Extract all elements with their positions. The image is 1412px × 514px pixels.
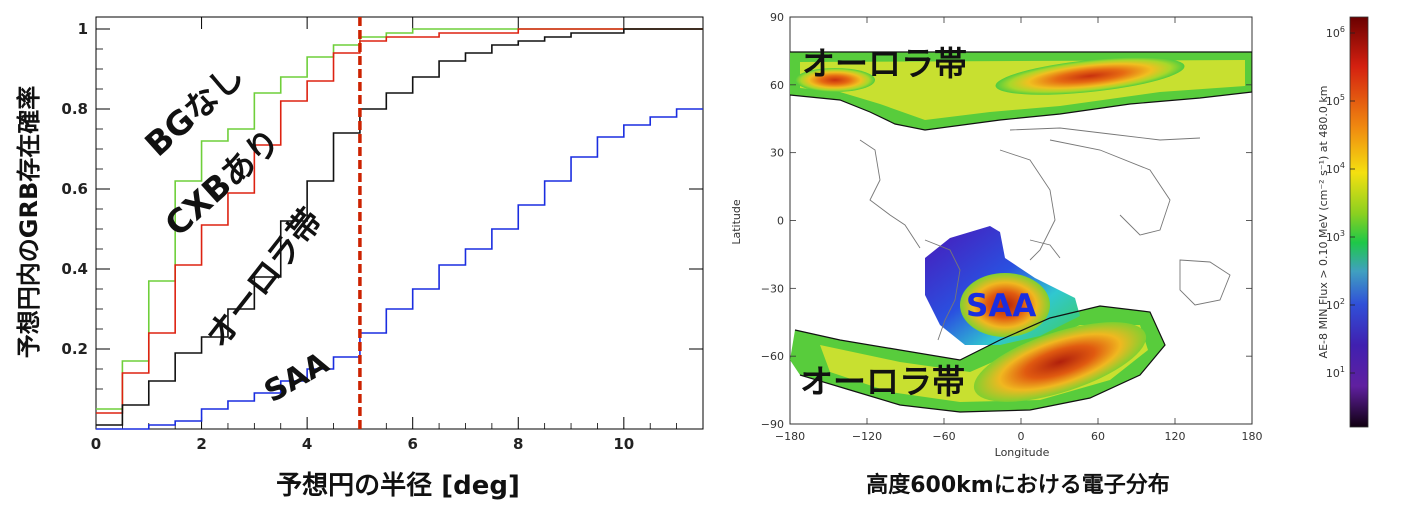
north-belt-core — [995, 57, 1185, 95]
map-field — [790, 51, 1252, 413]
map-x-label: Longitude — [995, 446, 1050, 459]
x-tick-label: 8 — [513, 435, 523, 453]
colorbar-ramp — [1349, 16, 1369, 428]
x-tick-label: 6 — [407, 435, 417, 453]
y-tick-label: 0.2 — [61, 340, 88, 358]
map-y-tick-label: −90 — [761, 418, 784, 431]
north-belt-core-west — [795, 68, 875, 92]
map-ticks — [789, 16, 1253, 425]
axis-ticks — [95, 17, 703, 429]
south-belt-core — [973, 322, 1147, 402]
map-y-tick-label: 0 — [777, 215, 784, 228]
coastlines — [859, 127, 1231, 341]
plot-frame — [95, 16, 704, 430]
map-y-label: Latitude — [730, 199, 743, 245]
x-tick-label: 0 — [91, 435, 101, 453]
x-tick-label: 2 — [196, 435, 206, 453]
map-x-tick-label: −180 — [775, 430, 805, 443]
map-y-tick-label: 30 — [770, 147, 784, 160]
saa-core — [960, 273, 1050, 337]
y-tick-label: 0.4 — [61, 260, 88, 278]
map-x-tick-label: 120 — [1165, 430, 1186, 443]
map-x-tick-label: 60 — [1091, 430, 1105, 443]
map-x-tick-label: −60 — [932, 430, 955, 443]
x-axis-label: 予想円の半径 [deg] — [276, 471, 520, 501]
axis-tick-labels: 0 2 4 6 8 10 0.2 0.4 0.6 0.8 1 — [61, 20, 634, 453]
map-y-tick-label: 60 — [770, 79, 784, 92]
map-y-tick-label: 90 — [770, 11, 784, 24]
map-x-tick-label: −120 — [852, 430, 882, 443]
map-y-tick-label: −30 — [761, 282, 784, 295]
electron-map: −180 −120 −60 0 60 120 180 90 60 30 0 −30 −60 −90 Lat… — [730, 11, 1263, 498]
region-label-north-aurora: オーロラ帯 — [802, 44, 967, 83]
region-label-south-aurora: オーロラ帯 — [800, 362, 965, 401]
map-tick-labels: −180 −120 −60 0 60 120 180 90 60 30 0 −30 −60 −90 — [761, 11, 1263, 443]
south-belt-contour — [794, 305, 1166, 413]
region-label-saa: SAA — [966, 288, 1036, 324]
map-x-tick-label: 180 — [1242, 430, 1263, 443]
colorbar-tick-label: 101 — [1326, 365, 1345, 380]
colorbar-label: AE-8 MIN Flux > 0.10 MeV (cm⁻² s⁻¹) at 4… — [1317, 86, 1330, 359]
cdf-chart: 0 2 4 6 8 10 0.2 0.4 0.6 0.8 1 予想円内のGRB存在確率 予想円の半径… — [15, 16, 704, 501]
series-line-1 — [96, 28, 703, 414]
series-line-2 — [96, 28, 703, 426]
north-belt-contour — [790, 51, 1252, 131]
y-axis-label: 予想円内のGRB存在確率 — [15, 86, 43, 358]
map-x-tick-label: 0 — [1018, 430, 1025, 443]
series-group — [96, 28, 703, 430]
x-tick-label: 4 — [302, 435, 312, 453]
y-tick-label: 1 — [78, 20, 88, 38]
y-tick-label: 0.8 — [61, 100, 88, 118]
map-y-tick-label: −60 — [761, 350, 784, 363]
x-tick-label: 10 — [613, 435, 634, 453]
series-line-3 — [96, 108, 703, 430]
y-tick-label: 0.6 — [61, 180, 88, 198]
map-title: 高度600kmにおける電子分布 — [866, 472, 1169, 498]
colorbar-tick-label: 106 — [1326, 25, 1345, 40]
